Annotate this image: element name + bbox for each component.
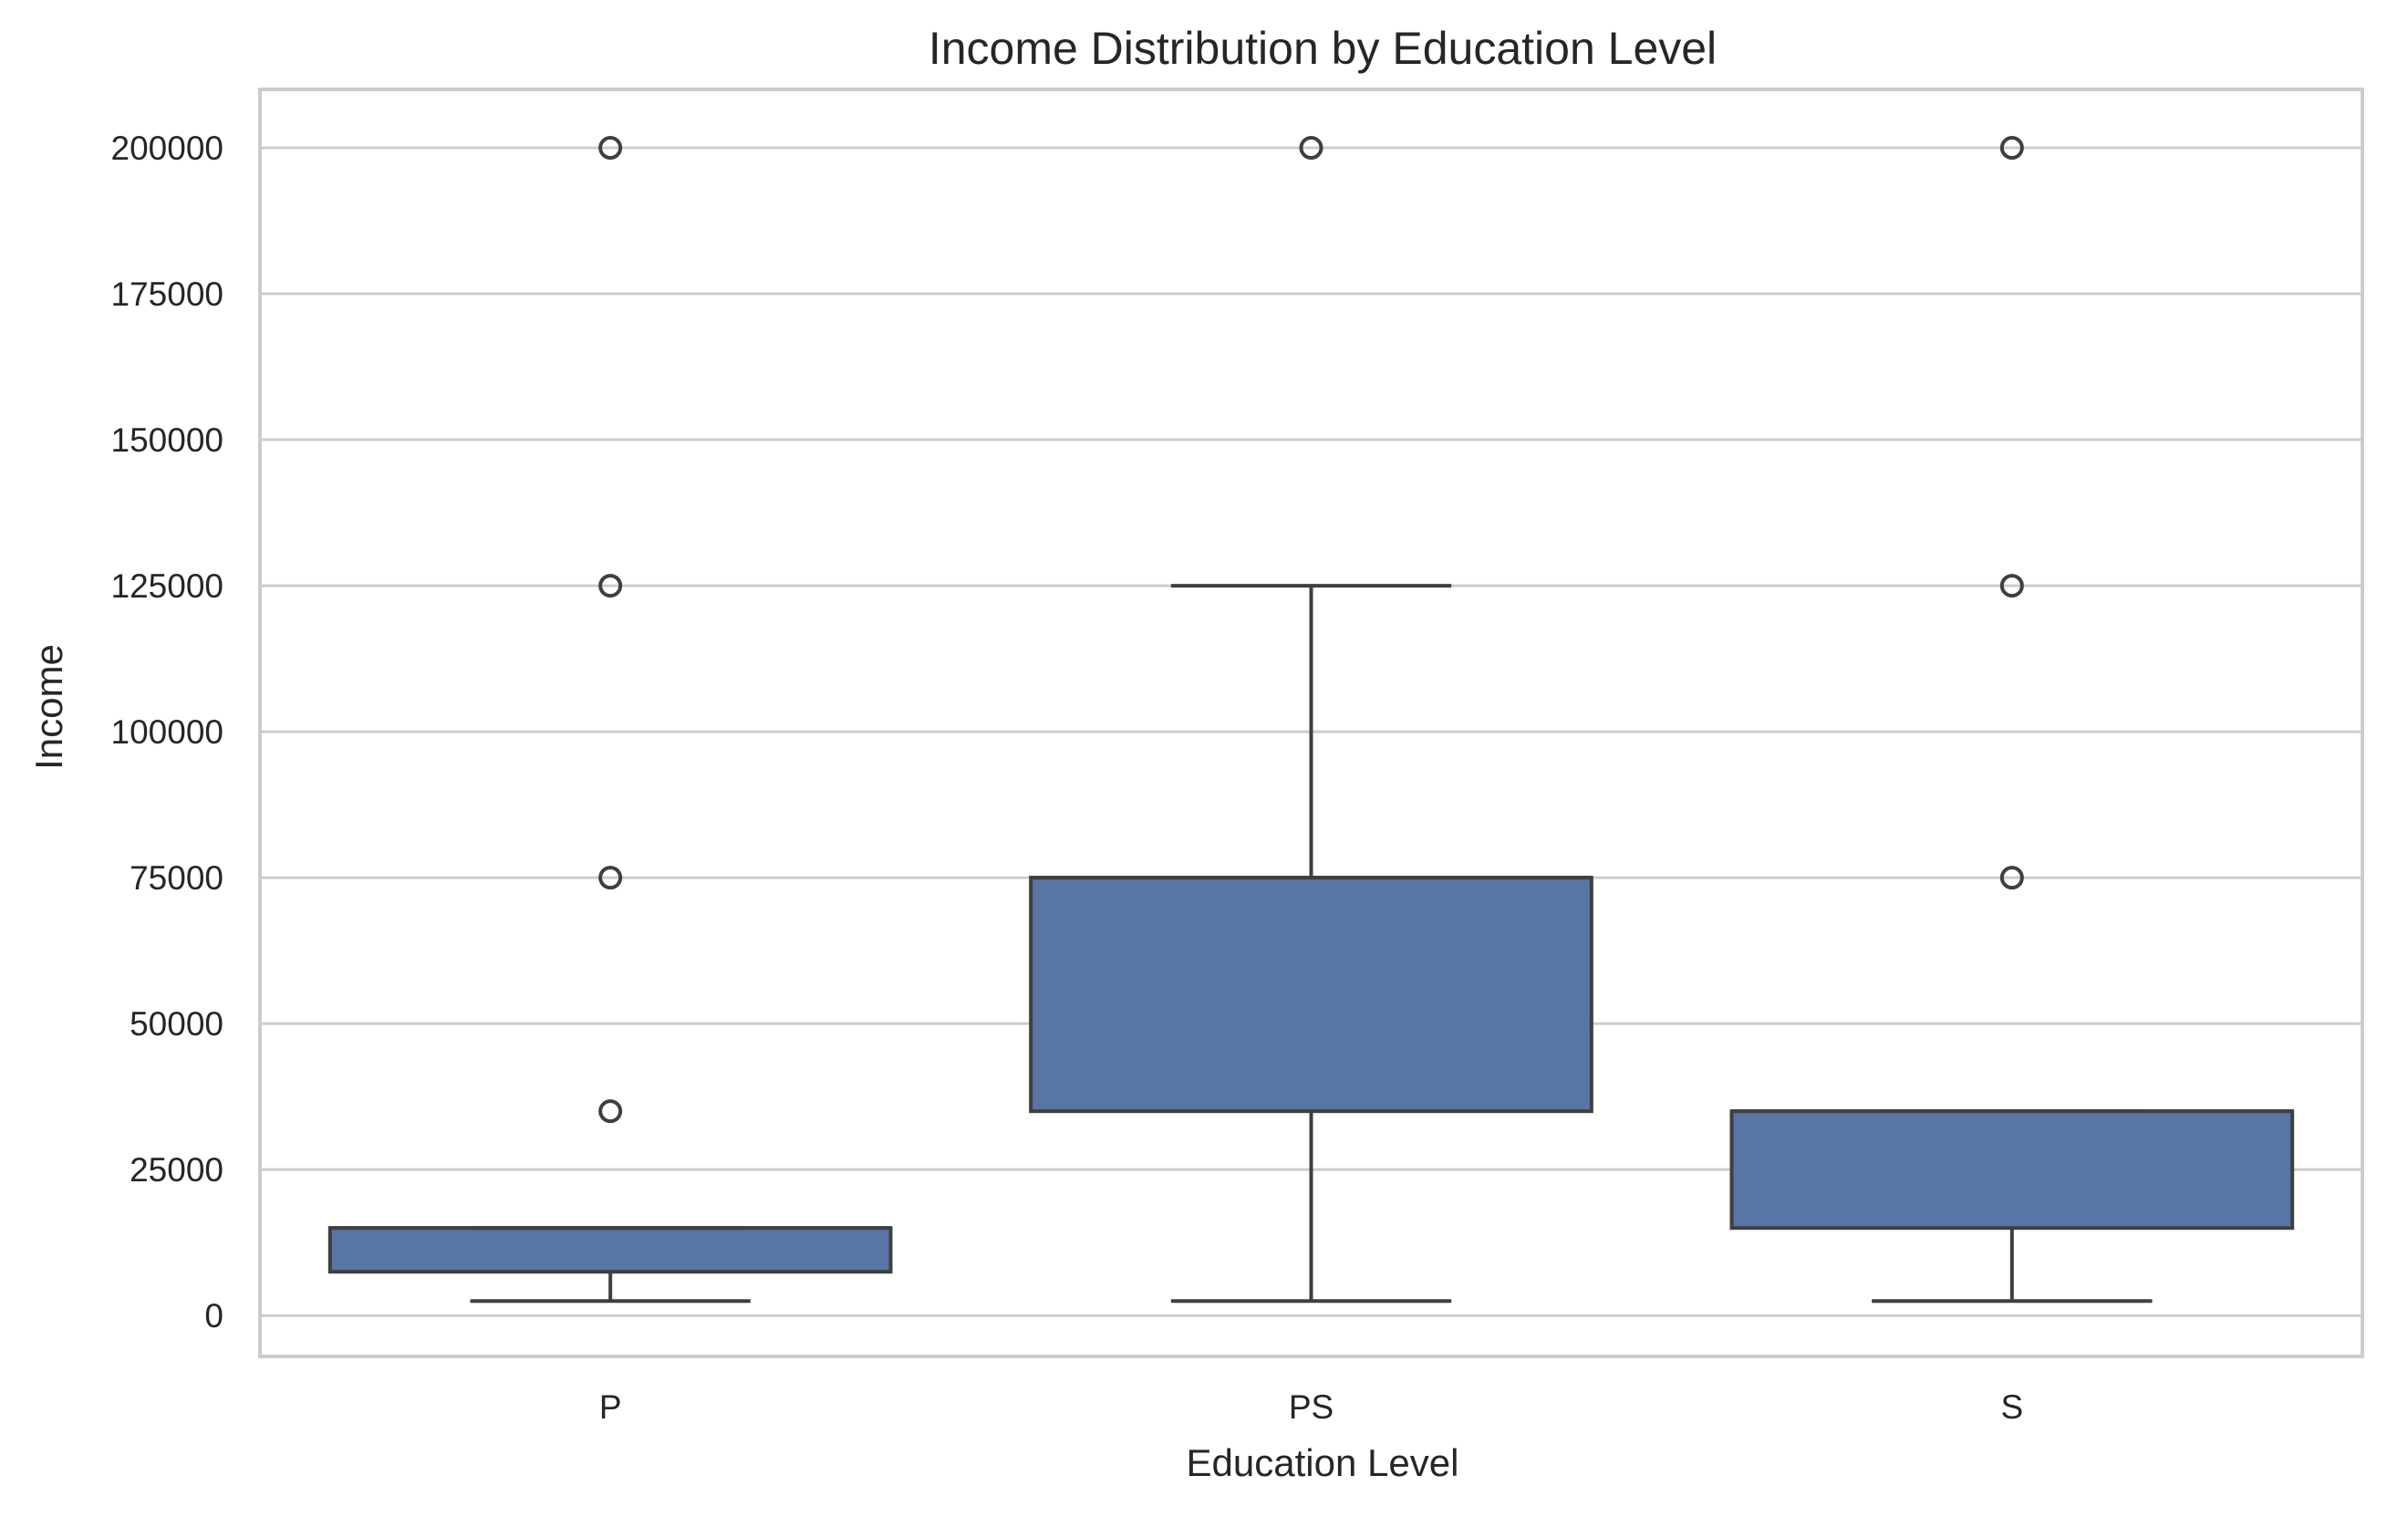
outlier-point (598, 866, 623, 890)
y-tick-label: 125000 (111, 567, 223, 605)
outlier-point (598, 574, 623, 598)
box-group-p (327, 136, 893, 1304)
x-axis-label: Education Level (1187, 1441, 1459, 1484)
tick-labels: 0 25000 50000 75000 100000 125000 150000 175000… (111, 130, 2024, 1426)
y-tick-label: 25000 (130, 1151, 223, 1189)
y-tick-label: 100000 (111, 713, 223, 751)
iqr-box (1029, 876, 1593, 1114)
y-tick-label: 175000 (111, 275, 223, 313)
outlier-point (1999, 574, 2024, 598)
outlier-point (1999, 136, 2024, 161)
outlier-point (598, 136, 623, 161)
chart-title: Income Distribution by Education Level (929, 23, 1717, 74)
x-tick-label: P (599, 1388, 622, 1426)
outlier-point (598, 1099, 623, 1124)
outlier-point (1999, 866, 2024, 890)
y-axis-label: Income (27, 644, 70, 770)
y-tick-label: 200000 (111, 130, 223, 167)
box-group-s (1729, 136, 2295, 1304)
boxes (327, 136, 2295, 1304)
y-tick-label: 0 (204, 1297, 223, 1335)
y-tick-label: 50000 (130, 1005, 223, 1043)
y-tick-label: 150000 (111, 421, 223, 459)
plot-frame (258, 88, 2364, 1358)
iqr-box (327, 1226, 893, 1274)
outlier-point (1299, 136, 1323, 161)
box-group-ps (1029, 136, 1593, 1304)
x-tick-label: S (2000, 1388, 2023, 1426)
iqr-box (1729, 1109, 2295, 1231)
y-tick-label: 75000 (130, 859, 223, 897)
x-tick-label: PS (1289, 1388, 1334, 1426)
